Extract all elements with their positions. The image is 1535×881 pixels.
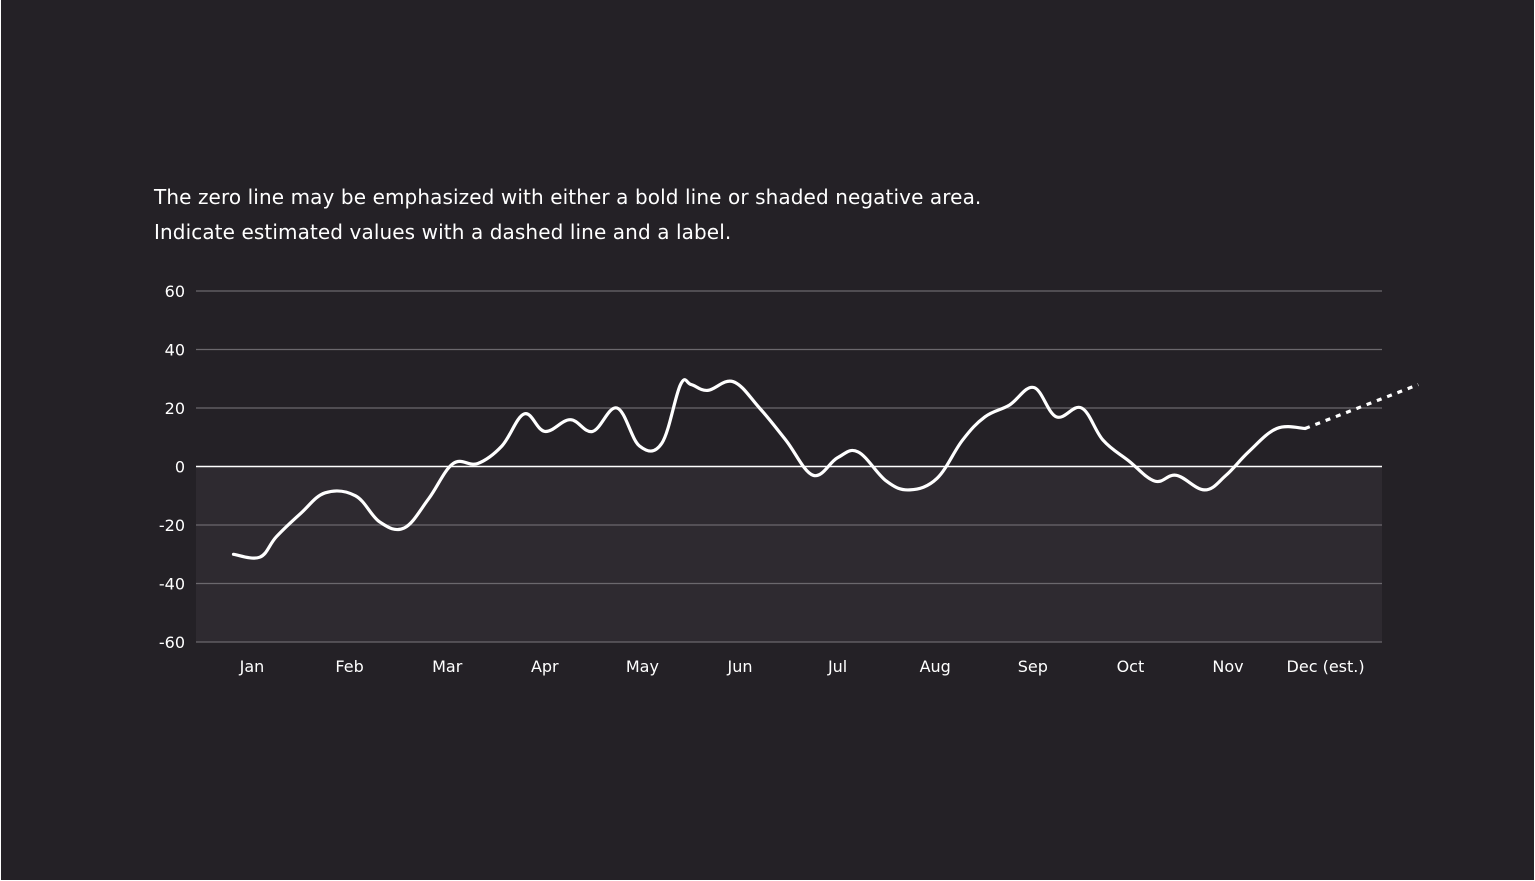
chart-description: The zero line may be emphasized with eit… [154, 185, 982, 244]
x-tick-label: Jul [827, 657, 847, 676]
y-tick-label: 60 [165, 282, 185, 301]
negative-area-shading [196, 466, 1382, 642]
y-tick-label: 0 [175, 458, 185, 477]
estimated-series-line [1304, 383, 1419, 430]
x-tick-label: Dec (est.) [1287, 657, 1365, 676]
x-tick-label: Feb [335, 657, 363, 676]
x-tick-label: Nov [1212, 657, 1243, 676]
series-group [231, 378, 1419, 560]
gridlines [196, 290, 1382, 643]
y-tick-label: 40 [165, 341, 185, 360]
x-tick-label: May [626, 657, 659, 676]
x-tick-label: Mar [432, 657, 463, 676]
y-tick-label: -40 [159, 575, 185, 594]
x-tick-label: Jan [239, 657, 265, 676]
x-tick-label: Apr [531, 657, 559, 676]
y-tick-label: -20 [159, 516, 185, 535]
series-line [231, 378, 1307, 560]
x-tick-label: Aug [920, 657, 951, 676]
y-tick-label: -60 [159, 633, 185, 652]
x-tick-label: Oct [1117, 657, 1145, 676]
x-tick-label: Jun [727, 657, 753, 676]
x-axis-ticks: Jan Feb Mar Apr May Jun Jul Aug Sep Oct Nov Dec (es… [239, 657, 1365, 676]
y-axis-ticks: 60 40 20 0 -20 -40 -60 [159, 282, 185, 652]
y-tick-label: 20 [165, 399, 185, 418]
x-tick-label: Sep [1018, 657, 1048, 676]
